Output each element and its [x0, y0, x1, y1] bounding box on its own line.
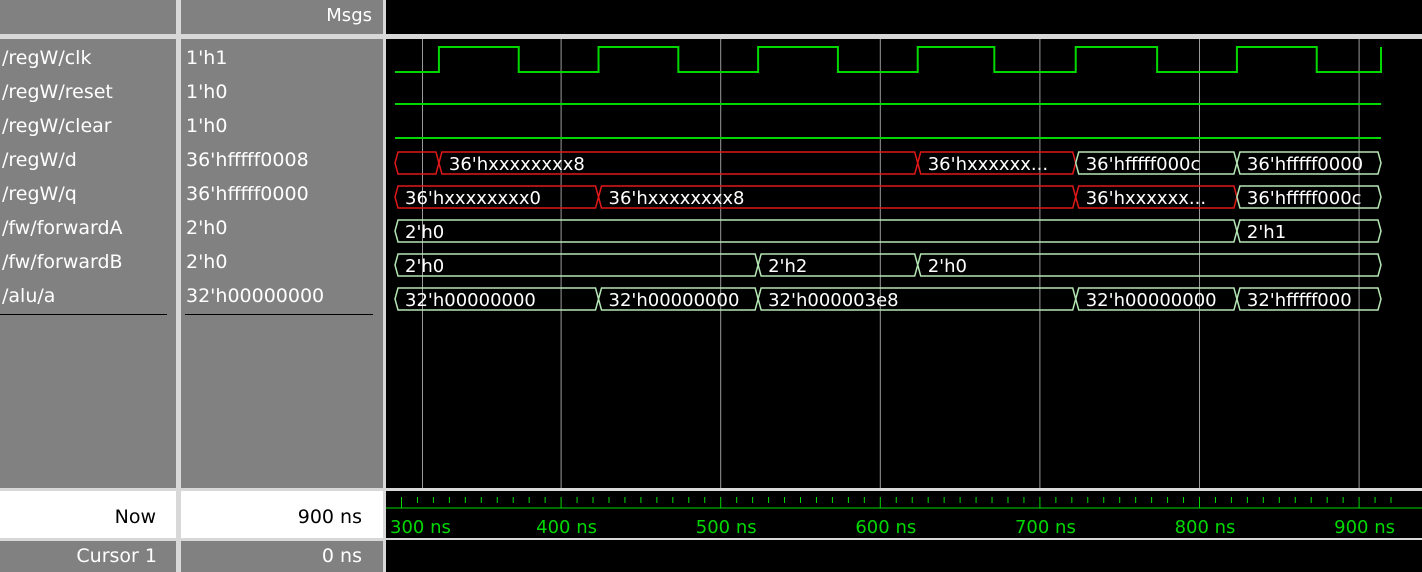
signal-name-clk[interactable]: /regW/clk — [2, 47, 92, 69]
now-row-value-bg — [181, 491, 383, 538]
signal-value-d: 36'hfffff0008 — [186, 149, 309, 171]
signal-name-d[interactable]: /regW/d — [2, 149, 77, 171]
bus-segment — [394, 151, 440, 175]
signal-value-forwardA: 2'h0 — [186, 217, 228, 239]
signal-value-q: 36'hfffff0000 — [186, 183, 309, 205]
bus-segment — [394, 253, 759, 277]
bus-value-label: 2'h0 — [928, 256, 967, 277]
bus-segment — [1236, 185, 1382, 209]
bus-value-label: 36'hfffff000c — [1247, 188, 1362, 209]
cursor-label[interactable]: Cursor 1 — [76, 545, 157, 567]
bus-value-label: 36'hxxxxxxxx0 — [405, 188, 541, 209]
bus-value-label: 36'hfffff000c — [1086, 154, 1201, 175]
timeline-label: 900 ns — [1334, 517, 1395, 538]
bus-value-label: 2'h1 — [1247, 222, 1286, 243]
bus-segment — [1236, 151, 1382, 175]
signal-value-pane — [181, 0, 383, 572]
signal-value-reset: 1'h0 — [186, 81, 228, 103]
bus-value-label: 2'h0 — [405, 256, 444, 277]
now-label: Now — [114, 506, 156, 528]
bus-segment — [916, 253, 1382, 277]
timeline-label: 500 ns — [696, 517, 757, 538]
timeline-label: 300 ns — [390, 517, 451, 538]
signal-value-clear: 1'h0 — [186, 115, 228, 137]
signal-name-q[interactable]: /regW/q — [2, 183, 77, 205]
now-row-name-bg — [0, 491, 176, 538]
bus-value-label: 32'h00000000 — [609, 290, 740, 311]
timeline-bg — [386, 491, 1422, 572]
clk-wave — [395, 46, 1382, 73]
cursor-row-divider — [0, 538, 386, 541]
timeline-label: 600 ns — [855, 517, 916, 538]
signal-name-clear[interactable]: /regW/clear — [2, 115, 112, 137]
signal-value-alu-a: 32'h00000000 — [186, 285, 325, 307]
waveform-canvas[interactable]: 36'hxxxxxxxx8 36'hxxxxxx... 36'hfffff000c 3… — [386, 0, 1422, 572]
signal-name-forwardB[interactable]: /fw/forwardB — [2, 251, 123, 273]
bus-value-label: 36'hxxxxxxxx8 — [449, 154, 585, 175]
bus-value-label: 2'h2 — [768, 256, 807, 277]
bus-segment — [394, 219, 1238, 243]
bus-segment — [1236, 287, 1382, 311]
bus-value-label: 32'hfffff000 — [1247, 290, 1352, 311]
bus-segment — [1236, 219, 1382, 243]
signal-name-alu-a[interactable]: /alu/a — [2, 285, 56, 307]
msgs-header: Msgs — [326, 5, 372, 26]
pane-divider[interactable] — [176, 0, 181, 572]
now-value: 900 ns — [297, 506, 362, 528]
cursor-value[interactable]: 0 ns — [321, 545, 362, 567]
signal-name-pane — [0, 0, 176, 572]
bus-value-label: 36'hxxxxxxxx8 — [609, 188, 745, 209]
bus-value-label: 36'hxxxxxx... — [928, 154, 1048, 175]
timeline-label: 700 ns — [1015, 517, 1076, 538]
timeline-label: 800 ns — [1175, 517, 1236, 538]
selected-row-underline — [0, 314, 167, 315]
signal-value-forwardB: 2'h0 — [186, 251, 228, 273]
bus-value-label: 32'h00000000 — [1086, 290, 1217, 311]
pane-divider[interactable] — [383, 0, 386, 572]
signal-name-reset[interactable]: /regW/reset — [2, 81, 113, 103]
header-divider — [386, 34, 1422, 39]
bus-value-label: 32'h00000000 — [405, 290, 536, 311]
bus-value-label: 36'hfffff0000 — [1247, 154, 1363, 175]
bus-value-label: 2'h0 — [405, 222, 444, 243]
bus-value-label: 32'h000003e8 — [768, 290, 899, 311]
signal-name-forwardA[interactable]: /fw/forwardA — [2, 217, 123, 239]
selected-value-underline — [185, 314, 373, 315]
footer-divider — [386, 488, 1422, 491]
timeline-label: 400 ns — [536, 517, 597, 538]
bus-value-label: 36'hxxxxxx... — [1086, 188, 1206, 209]
signal-value-clk: 1'h1 — [186, 47, 228, 69]
